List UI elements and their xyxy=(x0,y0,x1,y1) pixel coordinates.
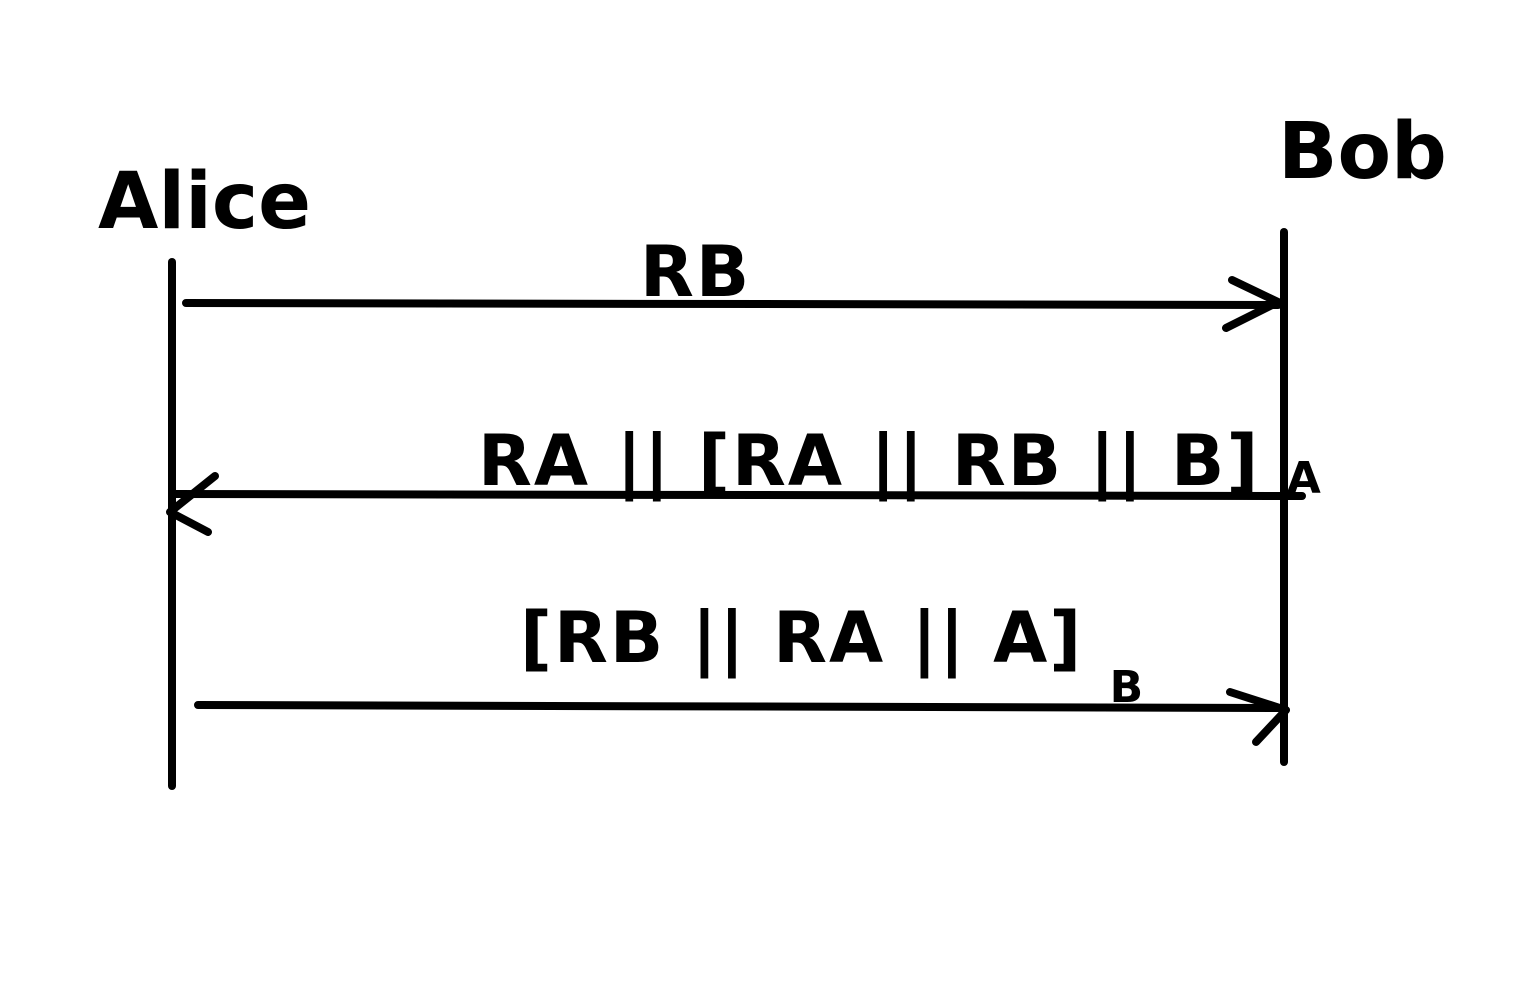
message-1-arrowhead xyxy=(1222,276,1282,332)
message-3: [RB || RA || A] B xyxy=(194,597,1290,746)
message-1-arrow-line xyxy=(182,299,1282,309)
message-1-main: RB xyxy=(640,231,751,313)
message-3-arrowhead xyxy=(1226,688,1290,746)
message-3-main: [RB || RA || A] xyxy=(520,597,1083,679)
participant-label-bob: Bob xyxy=(1278,107,1447,197)
message-3-arrow-line xyxy=(194,701,1288,712)
message-2: RA || [RA || RB || B] A xyxy=(166,420,1323,536)
message-2-main: RA || [RA || RB || B] xyxy=(478,420,1260,502)
participant-label-alice: Alice xyxy=(98,157,311,247)
message-3-label: [RB || RA || A] B xyxy=(520,597,1145,713)
message-3-subscript: B xyxy=(1110,662,1146,713)
message-1-label: RB xyxy=(640,231,751,313)
message-2-arrowhead xyxy=(166,472,219,536)
message-2-arrow-line xyxy=(172,490,1306,500)
message-1: RB xyxy=(182,231,1282,332)
message-2-subscript: A xyxy=(1287,453,1323,504)
message-2-label: RA || [RA || RB || B] A xyxy=(478,420,1323,504)
